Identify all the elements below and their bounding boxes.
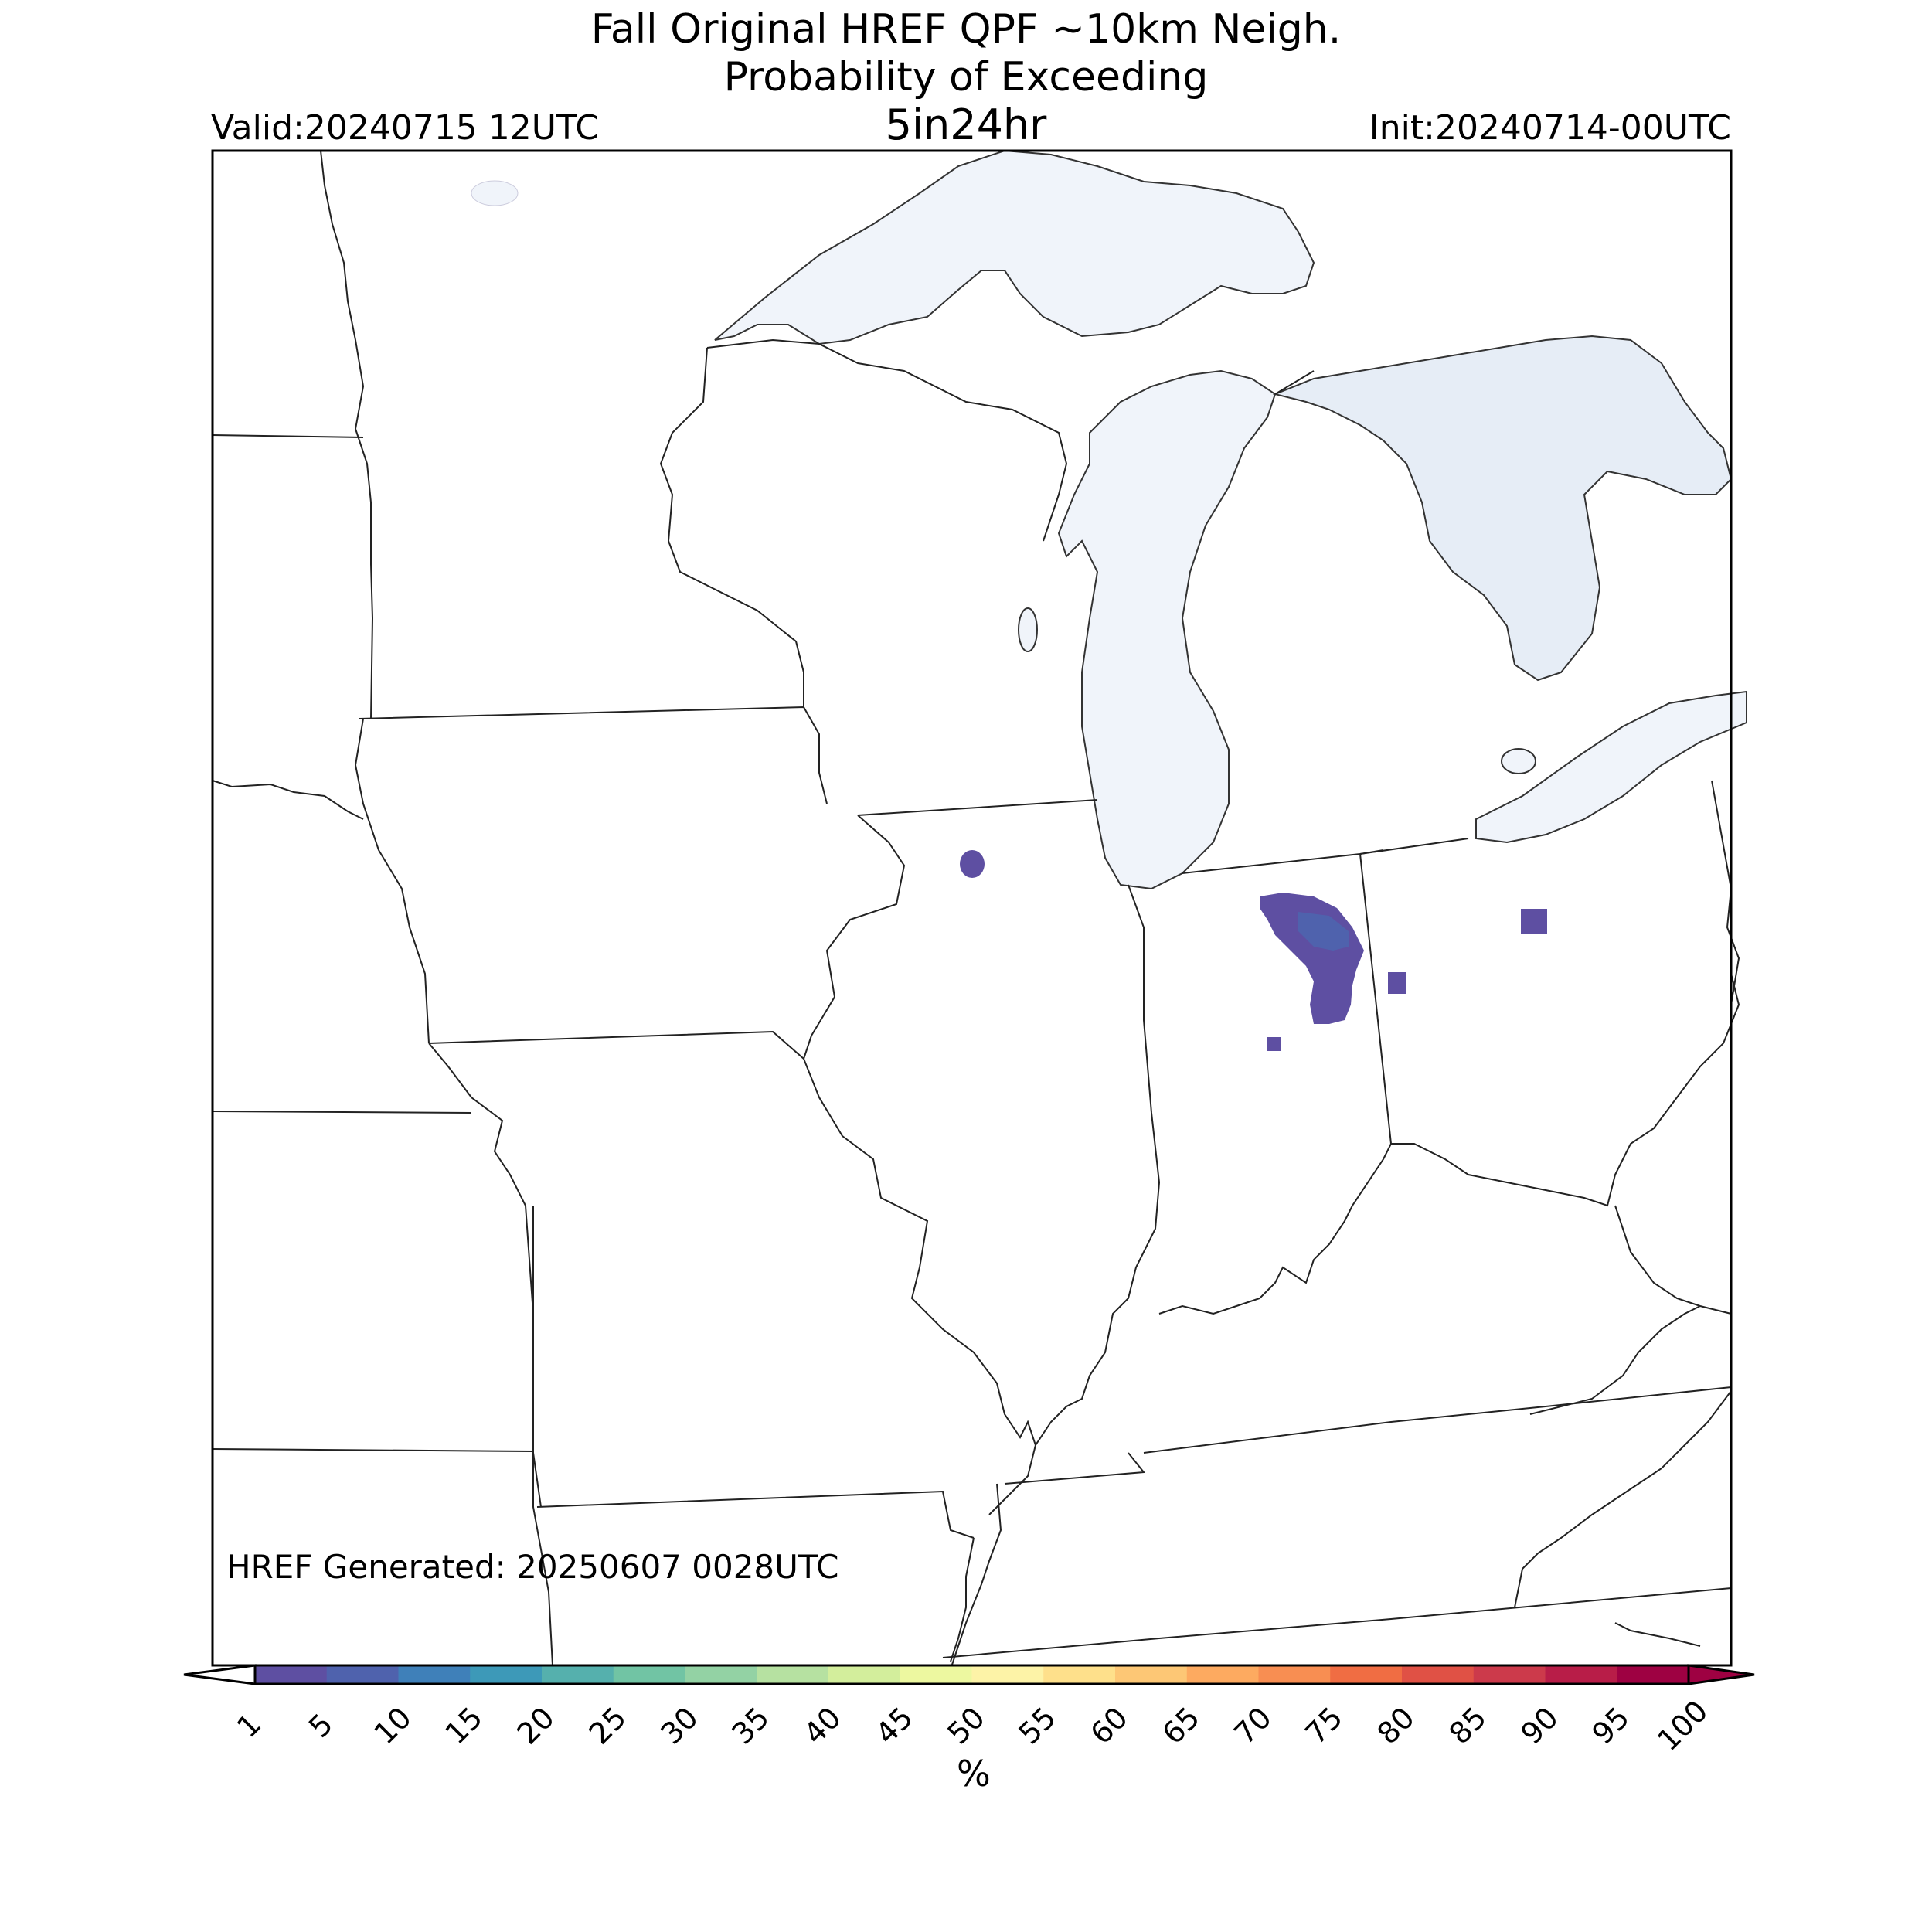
colorbar-segment <box>542 1665 614 1684</box>
prob-area-ohio-east <box>1521 909 1547 934</box>
colorbar-segment <box>1258 1665 1331 1684</box>
colorbar-segment <box>1115 1665 1188 1684</box>
colorbar-over-arrow <box>1687 1664 1755 1685</box>
title-line-1: Fall Original HREF QPF ~10km Neigh. <box>590 6 1342 53</box>
colorbar-segment <box>326 1665 399 1684</box>
prob-area-indiana-core <box>1298 912 1349 951</box>
prob-area-indiana-south <box>1267 1037 1281 1051</box>
colorbar-segment <box>1545 1665 1617 1684</box>
lake-st-clair <box>1501 748 1536 774</box>
colorbar <box>183 1664 1755 1685</box>
lake-erie <box>1475 690 1747 844</box>
lake-michigan <box>1057 369 1277 890</box>
colorbar-segment <box>828 1665 901 1684</box>
prob-area-indiana <box>1260 893 1364 1024</box>
colorbar-segment <box>613 1665 685 1684</box>
colorbar-segment <box>757 1665 829 1684</box>
colorbar-segment <box>1186 1665 1259 1684</box>
probability-areas <box>960 850 1547 1051</box>
colorbar-segment <box>685 1665 757 1684</box>
colorbar-segment <box>1473 1665 1546 1684</box>
colorbar-segment <box>900 1665 972 1684</box>
lake-minnesota <box>471 180 519 206</box>
colorbar-segment <box>1330 1665 1403 1684</box>
lake-superior <box>714 149 1315 345</box>
generated-label: HREF Generated: 20250607 0028UTC <box>226 1548 839 1586</box>
prob-area-ohio-west <box>1388 972 1406 994</box>
colorbar-segment <box>255 1665 328 1684</box>
colorbar-segment <box>971 1665 1044 1684</box>
colorbar-segment <box>470 1665 543 1684</box>
colorbar-border <box>253 1664 1690 1685</box>
lake-huron <box>1272 335 1733 682</box>
init-time: Init:20240714-00UTC <box>1369 108 1731 148</box>
title-line-3: 5in24hr <box>885 100 1047 149</box>
prob-area-illinois <box>960 850 985 878</box>
lake-winnebago <box>1018 607 1038 652</box>
colorbar-segment <box>1043 1665 1116 1684</box>
title-line-2: Probability of Exceeding <box>723 54 1209 100</box>
colorbar-unit-label: % <box>957 1753 991 1794</box>
colorbar-segment <box>1402 1665 1475 1684</box>
water-bodies <box>471 149 1747 890</box>
colorbar-segment <box>1617 1665 1689 1684</box>
colorbar-segment <box>398 1665 471 1684</box>
valid-time: Valid:20240715 12UTC <box>211 108 600 148</box>
colorbar-under-arrow <box>183 1664 257 1685</box>
state-borders <box>212 150 1740 1670</box>
